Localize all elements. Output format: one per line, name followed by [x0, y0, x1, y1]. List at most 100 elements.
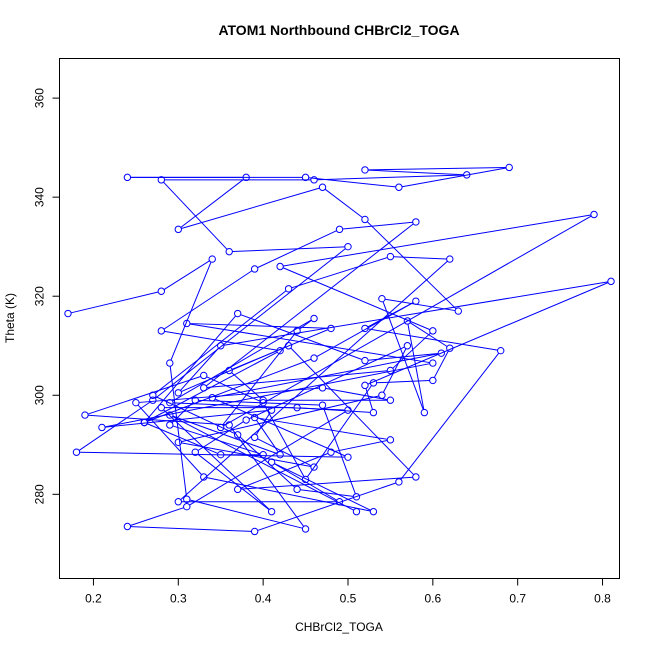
series-segment: [205, 223, 414, 387]
series-segment: [283, 214, 591, 267]
data-point: [590, 210, 598, 219]
data-point: [98, 423, 106, 432]
series-segment: [155, 396, 235, 434]
data-point: [225, 366, 233, 375]
data-point: [386, 436, 395, 444]
series-segment: [325, 387, 388, 401]
data-point: [183, 319, 191, 328]
series-segment: [181, 395, 379, 443]
series-segment: [181, 346, 286, 392]
data-point: [454, 307, 462, 315]
data-point: [267, 458, 276, 466]
data-point: [259, 450, 267, 459]
data-point: [607, 277, 615, 286]
x-tick-label: 0.7: [509, 592, 526, 606]
data-point: [276, 346, 284, 355]
data-point: [284, 285, 293, 293]
data-point: [183, 495, 191, 503]
series-segment: [172, 415, 278, 455]
data-point: [437, 349, 446, 357]
series-segment: [257, 417, 388, 440]
data-point: [386, 252, 395, 261]
data-point: [361, 356, 369, 365]
series-segment: [323, 407, 356, 494]
data-point: [174, 225, 182, 234]
series-segment: [274, 463, 337, 501]
series-segment: [239, 436, 296, 488]
series-segment: [400, 352, 500, 480]
series-segment: [189, 323, 328, 329]
data-point: [225, 421, 233, 429]
data-point: [310, 314, 318, 323]
series-segment: [274, 463, 371, 511]
data-point: [361, 215, 369, 224]
data-point: [217, 423, 225, 432]
data-point: [233, 309, 242, 318]
data-point: [233, 485, 242, 494]
series-segment: [230, 427, 305, 527]
data-point: [352, 493, 361, 501]
data-point: [191, 448, 199, 456]
series-segment: [180, 178, 244, 228]
data-point: [259, 398, 267, 407]
data-point: [412, 297, 420, 305]
series-segment: [197, 453, 270, 511]
series-segment: [172, 425, 261, 455]
series-segment: [206, 370, 388, 389]
series-segment: [163, 270, 253, 330]
data-point: [140, 418, 149, 427]
data-point: [310, 176, 318, 184]
series-segment: [382, 348, 407, 393]
series-segment: [393, 256, 447, 260]
data-point: [301, 475, 310, 484]
data-point: [166, 421, 174, 429]
series-segment: [300, 407, 371, 413]
data-point: [301, 525, 310, 533]
x-axis-label: CHBrCl2_TOGA: [295, 620, 383, 634]
data-point: [429, 376, 437, 385]
series-segment: [256, 419, 279, 453]
series-segment: [368, 169, 464, 176]
series-segment: [366, 221, 457, 310]
data-point: [344, 453, 352, 461]
data-point: [284, 342, 293, 350]
data-point: [293, 327, 301, 335]
data-point: [361, 381, 369, 390]
series-segment: [365, 388, 373, 410]
x-tick-label: 0.8: [594, 592, 611, 606]
data-point: [318, 401, 327, 409]
data-point: [166, 359, 174, 367]
chart-title: ATOM1 Northbound CHBrCl2_TOGA: [218, 22, 459, 38]
series-segment: [255, 412, 271, 435]
series-segment: [155, 290, 287, 394]
series-segment: [257, 482, 397, 531]
data-point: [267, 507, 276, 516]
data-point: [200, 371, 208, 380]
data-point: [318, 384, 327, 392]
data-point: [250, 265, 259, 273]
x-axis: 0.2 0.3 0.4 0.5 0.6 0.7 0.8: [85, 578, 611, 606]
data-point: [395, 478, 403, 486]
data-point: [174, 498, 182, 506]
series-segment: [290, 347, 414, 476]
data-point: [310, 463, 318, 471]
data-point: [429, 359, 437, 367]
data-point: [267, 406, 276, 414]
series-segment: [240, 452, 329, 489]
data-point: [217, 450, 225, 459]
data-point: [327, 448, 335, 456]
data-point: [386, 366, 395, 375]
data-point: [157, 176, 166, 184]
series-segment: [291, 257, 388, 289]
series-segment: [368, 328, 498, 351]
data-point: [361, 166, 369, 174]
series-segment: [342, 221, 413, 230]
series-segment: [264, 405, 305, 477]
series-segment: [139, 387, 320, 403]
y-axis: 280 300 320 340 360: [33, 88, 60, 504]
x-tick-label: 0.3: [170, 592, 187, 606]
data-point: [200, 384, 208, 392]
data-point: [352, 507, 361, 516]
data-point: [123, 173, 132, 182]
